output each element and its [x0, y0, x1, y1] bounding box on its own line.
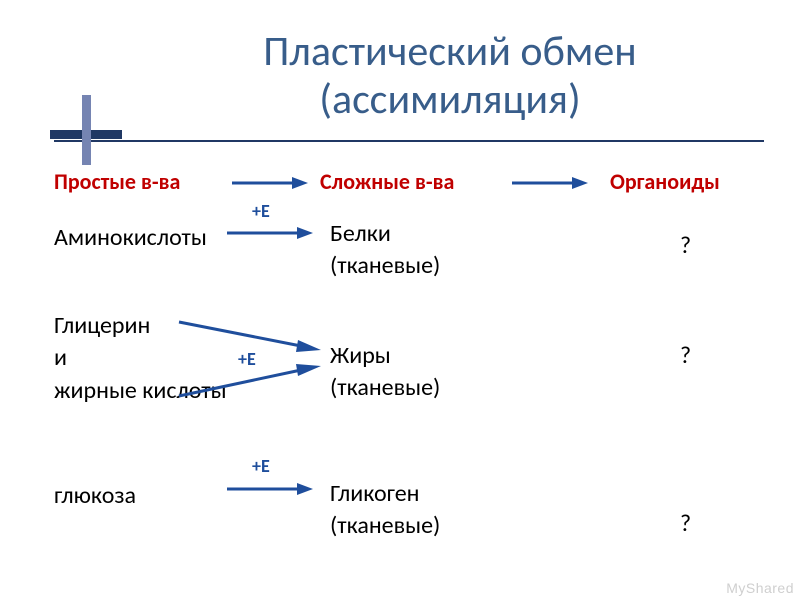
row2-organelle: ?: [680, 340, 691, 372]
row2-complex-l2: (тканевые): [330, 373, 440, 402]
arrow-row1: [225, 224, 315, 242]
row1-complex: Белки (тканевые): [330, 218, 440, 283]
row3-complex: Гликоген (тканевые): [330, 478, 440, 543]
watermark: MyShared: [726, 580, 794, 596]
row3-complex-l1: Гликоген: [330, 479, 419, 508]
arrow-row3: [225, 480, 315, 498]
row3-simple: глюкоза: [54, 480, 136, 512]
header-complex: Сложные в-ва: [320, 168, 454, 195]
row3-complex-l2: (тканевые): [330, 511, 440, 540]
header-organelles: Органоиды: [610, 168, 720, 195]
slide-title: Пластический обмен (ассимиляция): [130, 28, 770, 125]
title-line-1: Пластический обмен: [263, 26, 636, 77]
deco-vertical-bar: [82, 95, 91, 165]
title-underline: [54, 140, 764, 142]
row1-complex-l1: Белки: [330, 219, 391, 248]
row2-simple-l1: Глицерин: [54, 311, 150, 340]
row3-organelle: ?: [680, 508, 691, 540]
energy-label-1: +Е: [252, 200, 270, 222]
row2-complex-l1: Жиры: [330, 341, 391, 370]
arrow-header-1: [230, 174, 310, 192]
energy-label-3: +Е: [252, 455, 270, 477]
header-simple: Простые в-ва: [54, 168, 180, 195]
row1-organelle: ?: [680, 230, 691, 262]
row1-complex-l2: (тканевые): [330, 251, 440, 280]
arrow-row2-top: [175, 316, 325, 356]
title-line-2: (ассимиляция): [319, 74, 580, 125]
arrow-row2-bottom: [175, 360, 325, 402]
row1-simple: Аминокислоты: [54, 222, 207, 254]
row2-simple-l2: и: [54, 343, 67, 372]
row2-complex: Жиры (тканевые): [330, 340, 440, 405]
arrow-header-2: [510, 174, 590, 192]
